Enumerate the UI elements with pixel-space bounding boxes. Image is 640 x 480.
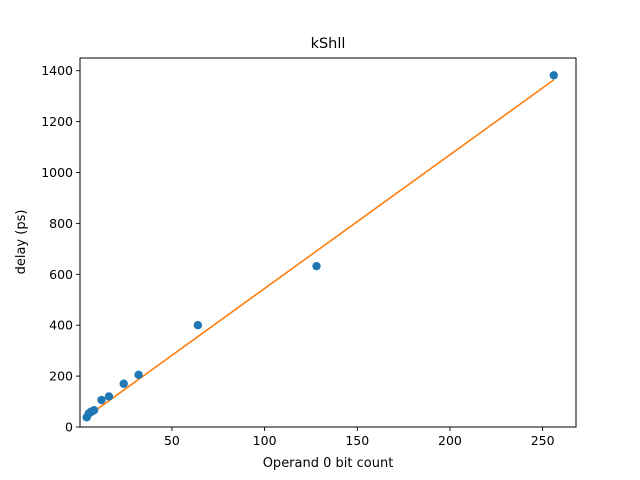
data-point (134, 370, 143, 380)
data-point (119, 379, 128, 388)
y-axis-label: delay (ps) (14, 210, 29, 275)
data-point (193, 321, 203, 330)
x-tick-label: 250 (531, 433, 555, 448)
y-tick-label: 200 (49, 369, 73, 384)
fit-line (86, 79, 555, 418)
y-axis: 0 200 400 600 800 1000 1200 1400 (41, 63, 80, 435)
y-tick-label: 0 (65, 420, 73, 435)
plot-area (79, 57, 577, 428)
x-tick-label: 50 (164, 433, 180, 448)
y-tick-label: 1000 (41, 165, 73, 180)
y-tick-label: 1400 (41, 63, 73, 78)
x-tick-label: 200 (438, 433, 462, 448)
x-axis: 50 100 150 200 250 (164, 427, 555, 448)
data-point (312, 261, 321, 271)
data-point (89, 406, 99, 415)
data-point (549, 71, 558, 80)
y-tick-label: 400 (49, 318, 73, 333)
x-tick-label: 100 (253, 433, 277, 448)
y-tick-label: 1200 (41, 114, 73, 129)
data-point (97, 395, 106, 405)
y-tick-label: 600 (49, 267, 73, 282)
x-axis-label: Operand 0 bit count (263, 456, 394, 471)
plot-layer (82, 71, 558, 422)
y-tick-label: 800 (49, 216, 73, 231)
chart-title: kShll (311, 36, 346, 52)
x-tick-label: 150 (345, 433, 369, 448)
data-point (104, 392, 114, 401)
